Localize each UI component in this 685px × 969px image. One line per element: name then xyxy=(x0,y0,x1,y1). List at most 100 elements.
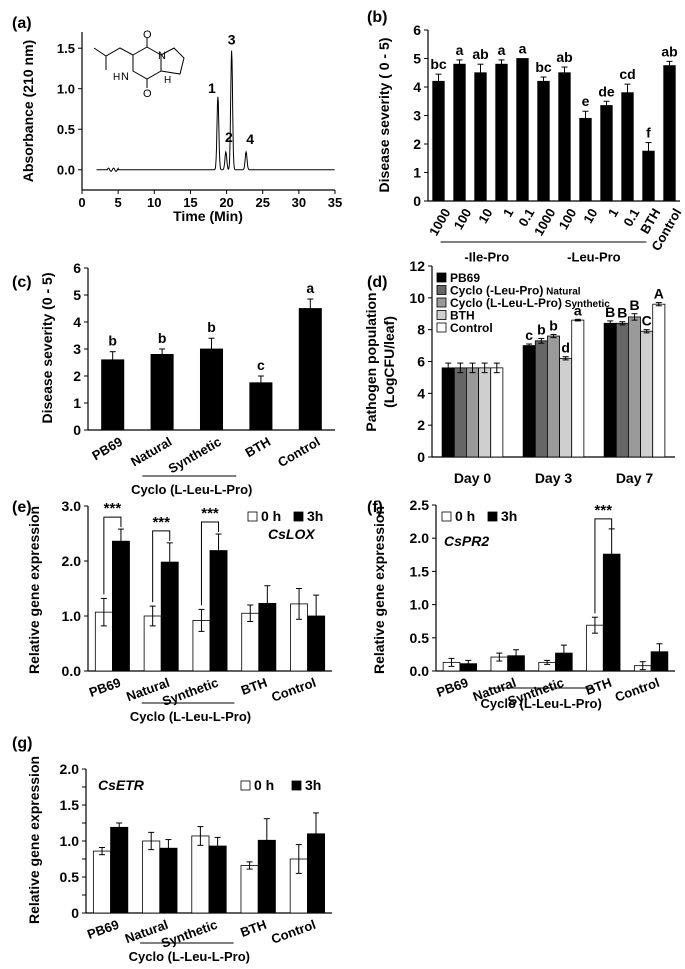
d-bar-pb69 xyxy=(441,367,455,458)
b-bar xyxy=(558,72,571,202)
b-significance-letter: bc xyxy=(535,59,552,75)
b-bar xyxy=(579,117,592,202)
b-significance-letter: a xyxy=(519,41,527,57)
c-y-tick-label: 4 xyxy=(73,314,81,330)
e-legend-swatch xyxy=(293,511,304,522)
d-significance-letter: b xyxy=(537,321,546,337)
b-bar xyxy=(516,58,529,202)
e-bar-3h xyxy=(112,540,130,672)
d-legend-swatch xyxy=(436,297,447,308)
e-group-label: Cyclo (L-Leu-L-Pro) xyxy=(130,709,251,724)
f-y-tick-label: 1.5 xyxy=(410,563,430,579)
b-x-tick-label: 100 xyxy=(451,206,475,232)
c-x-tick-label: Control xyxy=(275,434,323,470)
b-y-tick-label: 2 xyxy=(413,136,421,152)
panel-label-d: (d) xyxy=(367,274,387,291)
g-y-tick-label: 0 xyxy=(71,905,79,921)
d-legend-swatch xyxy=(436,322,447,333)
f-legend-label: 0 h xyxy=(455,508,475,524)
a-x-tick-label: 20 xyxy=(219,195,233,210)
a-y-tick-label: 0.0 xyxy=(57,163,75,178)
panel-label-f: (f) xyxy=(367,499,383,516)
g-y-label: Relative gene expression xyxy=(26,756,42,924)
f-legend-swatch xyxy=(441,511,452,522)
f-group-label: Cyclo (L-Leu-L-Pro) xyxy=(480,696,601,711)
c-significance-letter: c xyxy=(257,357,265,373)
d-y-tick-label: 12 xyxy=(409,258,425,274)
d-significance-letter: c xyxy=(525,327,533,343)
c-bar xyxy=(150,353,174,431)
b-significance-letter: ab xyxy=(556,49,572,65)
c-y-tick-label: 2 xyxy=(73,368,81,384)
d-bar-cyclo-l-leu-l-pro- xyxy=(547,335,560,458)
a-y-tick-label: 1.5 xyxy=(57,41,75,56)
c-bar xyxy=(101,359,125,431)
e-x-tick-label: Synthetic xyxy=(160,675,220,709)
e-significance-stars: *** xyxy=(152,514,170,531)
d-x-tick-label: Day 0 xyxy=(454,470,492,486)
c-bar xyxy=(298,308,322,431)
f-significance-bracket xyxy=(594,518,613,614)
g-bar-0-h xyxy=(240,865,259,914)
g-x-tick-label: PB69 xyxy=(85,917,121,942)
e-significance-stars: *** xyxy=(104,500,122,517)
e-y-tick-label: 3.0 xyxy=(62,498,82,514)
d-bar-cyclo-leu-pro- xyxy=(453,367,467,458)
d-y-tick-label: 2 xyxy=(417,417,425,433)
f-significance-stars: *** xyxy=(595,502,613,519)
b-group-label: -Ile-Pro xyxy=(464,250,509,265)
e-y-tick-label: 2.0 xyxy=(62,553,82,569)
f-legend-swatch xyxy=(487,511,498,522)
f-y-label: Relative gene expression xyxy=(371,506,387,674)
g-x-tick-label: Control xyxy=(269,917,318,947)
d-significance-letter: A xyxy=(654,286,664,302)
d-x-tick-label: Day 7 xyxy=(616,470,654,486)
c-significance-letter: b xyxy=(108,333,117,349)
a-y-tick-label: 0.5 xyxy=(57,122,75,137)
g-y-tick-label: 1.5 xyxy=(60,797,80,813)
d-legend-swatch xyxy=(436,285,447,295)
b-bar xyxy=(663,65,676,202)
g-y-tick-label: 1.0 xyxy=(60,833,80,849)
f-y-tick-label: 2.5 xyxy=(410,497,430,513)
d-y-label: Pathogen population xyxy=(363,292,379,431)
e-x-tick-label: Control xyxy=(269,675,318,705)
d-bar-pb69 xyxy=(522,345,536,458)
a-x-tick-label: 10 xyxy=(147,195,161,210)
g-bar-3h xyxy=(110,826,129,914)
g-legend-label: 3h xyxy=(305,777,321,793)
g-x-tick-label: Synthetic xyxy=(159,917,219,951)
e-y-label: Relative gene expression xyxy=(26,506,42,674)
c-x-tick-label: Synthetic xyxy=(166,434,224,476)
d-significance-letter: a xyxy=(574,302,582,318)
a-atom-label: N xyxy=(121,71,129,83)
d-legend-label: PB69 xyxy=(450,271,480,285)
panel-label-b: (b) xyxy=(367,9,387,26)
a-peak-label: 2 xyxy=(225,129,233,145)
f-x-tick-label: BTH xyxy=(583,675,613,698)
e-y-tick-label: 0.0 xyxy=(62,663,82,679)
b-significance-letter: a xyxy=(498,42,506,58)
c-bar xyxy=(199,348,224,431)
g-group-label: Cyclo (L-Leu-L-Pro) xyxy=(129,949,250,964)
a-x-tick-label: 35 xyxy=(328,195,342,210)
f-y-tick-label: 0.5 xyxy=(410,630,430,646)
d-legend-label: Control xyxy=(450,321,493,335)
d-significance-letter: B xyxy=(605,304,615,320)
b-y-tick-label: 5 xyxy=(413,51,421,67)
f-x-tick-label: Control xyxy=(613,675,662,705)
a-peak-label: 1 xyxy=(208,80,216,96)
b-significance-letter: ab xyxy=(472,46,488,62)
b-significance-letter: ab xyxy=(661,43,677,59)
d-bar-control xyxy=(571,319,585,458)
a-atom-label: N xyxy=(158,50,166,62)
b-bar xyxy=(621,92,634,202)
f-y-tick-label: 0.0 xyxy=(410,663,430,679)
d-y-tick-label: 10 xyxy=(409,290,425,306)
f-x-tick-label: PB69 xyxy=(435,675,471,700)
d-bar-bth xyxy=(640,330,654,458)
f-y-tick-label: 2.0 xyxy=(410,530,430,546)
b-significance-letter: cd xyxy=(619,66,635,82)
d-y-label-2: (LogCFU/leaf) xyxy=(381,316,397,408)
